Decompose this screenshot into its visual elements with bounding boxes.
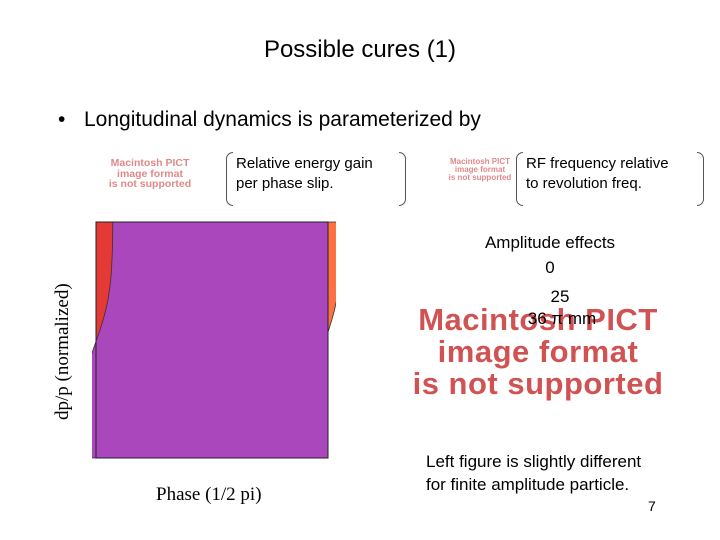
pict-line: image format xyxy=(437,334,639,369)
pict-line: image format xyxy=(117,167,183,180)
note-line: for finite amplitude particle. xyxy=(426,475,630,494)
pict-placeholder-small-left: Macintosh PICT image format is not suppo… xyxy=(84,158,216,190)
bracket-left xyxy=(516,152,523,206)
contour-svg xyxy=(79,221,342,459)
caption-line: to revolution freq. xyxy=(526,175,642,192)
contour-band xyxy=(79,221,329,459)
caption-line: RF frequency relative xyxy=(526,155,669,172)
note-line: Left figure is slightly different xyxy=(426,452,642,471)
amplitude-value-36: 36 π mm xyxy=(527,309,597,328)
bullet-text: Longitudinal dynamics is parameterized b… xyxy=(84,108,481,131)
caption-rf-frequency: RF frequency relative to revolution freq… xyxy=(516,152,704,206)
pict-line: Macintosh PICT xyxy=(449,157,510,166)
amplitude-title: Amplitude effects xyxy=(484,233,616,252)
bracket-right xyxy=(399,152,406,206)
y-axis-label: dp/p (normalized) xyxy=(52,283,73,420)
amplitude-value-0: 0 xyxy=(545,258,555,277)
pict-line: Macintosh PICT xyxy=(110,157,190,169)
caption-line: Relative energy gain xyxy=(236,155,373,172)
slide-title: Possible cures (1) xyxy=(263,36,457,63)
amplitude-value-25: 25 xyxy=(550,287,570,306)
pict-line: image format xyxy=(454,165,506,174)
contour-plot xyxy=(79,220,342,466)
page-number: 7 xyxy=(648,498,656,514)
pict-placeholder-large: Macintosh PICT image format is not suppo… xyxy=(380,304,696,400)
bullet-line: • Longitudinal dynamics is parameterized … xyxy=(58,108,481,132)
pict-line: is not supported xyxy=(412,366,664,401)
pict-line: is not supported xyxy=(108,178,192,190)
bullet-symbol: • xyxy=(58,108,66,131)
caption-energy-gain: Relative energy gain per phase slip. xyxy=(226,152,406,206)
pict-line: Macintosh PICT xyxy=(418,302,658,337)
pict-line: is not supported xyxy=(448,173,512,182)
plot-frame xyxy=(95,221,329,459)
bracket-left xyxy=(226,152,233,206)
x-axis-label: Phase (1/2 pi) xyxy=(156,484,262,505)
pict-placeholder-small-right: Macintosh PICT image format is not suppo… xyxy=(444,158,516,182)
note-text: Left figure is slightly different for fi… xyxy=(426,450,696,496)
caption-line: per phase slip. xyxy=(236,175,334,192)
bracket-right xyxy=(697,152,704,206)
